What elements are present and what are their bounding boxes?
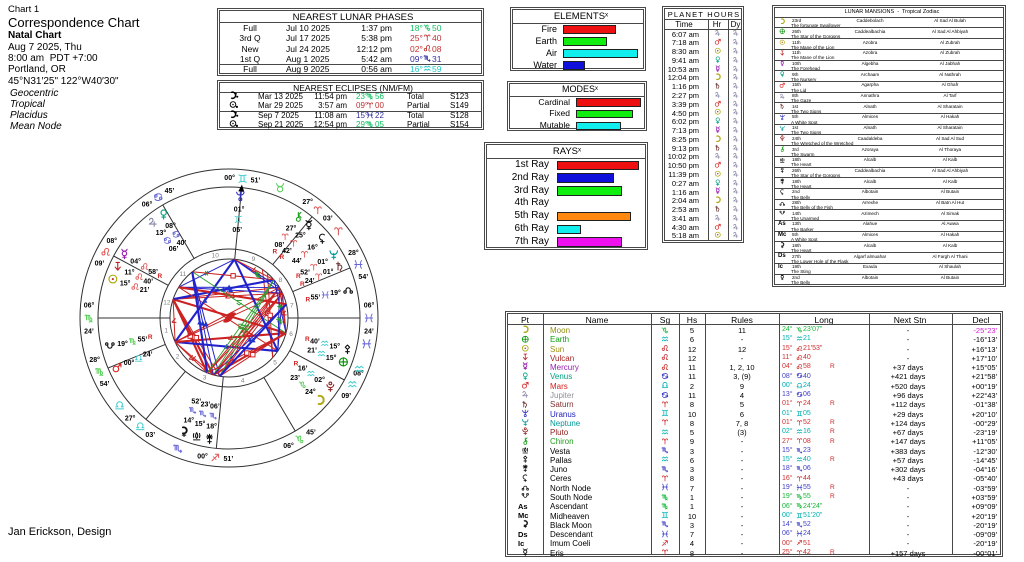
svg-text:03’: 03’ (323, 216, 333, 223)
svg-text:R: R (300, 281, 305, 288)
svg-text:7: 7 (290, 303, 294, 310)
svg-text:15°: 15° (330, 343, 341, 351)
svg-text:10: 10 (212, 253, 220, 260)
svg-text:11°: 11° (124, 269, 134, 277)
svg-text:R: R (158, 273, 163, 280)
svg-text:3: 3 (203, 374, 207, 381)
svg-text:06’: 06’ (169, 246, 179, 253)
svg-text:4: 4 (241, 378, 245, 385)
svg-text:42’: 42’ (282, 248, 292, 255)
svg-text:15°: 15° (120, 280, 131, 288)
svg-text:27°: 27° (286, 224, 297, 232)
svg-text:11: 11 (180, 271, 187, 278)
svg-text:08°: 08° (165, 222, 176, 230)
svg-text:03’: 03’ (145, 432, 155, 439)
svg-text:18°: 18° (206, 423, 217, 431)
svg-text:14°: 14° (184, 416, 195, 424)
svg-text:5: 5 (273, 360, 277, 367)
svg-text:06’: 06’ (210, 403, 220, 410)
svg-text:09’: 09’ (341, 393, 351, 400)
svg-text:15°: 15° (195, 420, 206, 428)
svg-text:27°: 27° (125, 415, 136, 423)
svg-text:16°: 16° (307, 244, 318, 252)
svg-text:54’: 54’ (358, 274, 368, 281)
svg-text:06°: 06° (142, 200, 153, 208)
svg-text:24’: 24’ (143, 352, 153, 359)
svg-text:52’: 52’ (300, 269, 310, 276)
svg-text:40’: 40’ (143, 278, 153, 285)
svg-text:R: R (273, 248, 278, 255)
svg-text:40’: 40’ (177, 240, 187, 247)
svg-text:08°: 08° (353, 369, 364, 377)
svg-text:24’: 24’ (305, 278, 315, 285)
svg-text:01°: 01° (323, 268, 334, 276)
svg-text:55’: 55’ (138, 336, 148, 343)
svg-text:24°: 24° (305, 388, 316, 396)
svg-text:21’: 21’ (140, 287, 150, 294)
svg-text:R: R (305, 336, 310, 343)
svg-text:45’: 45’ (306, 430, 316, 437)
svg-text:00°: 00° (224, 174, 235, 182)
svg-text:24’: 24’ (84, 329, 94, 336)
svg-text:R: R (296, 273, 301, 280)
svg-text:51’: 51’ (224, 456, 234, 463)
svg-text:19°: 19° (330, 289, 341, 297)
svg-text:02°: 02° (314, 376, 325, 384)
svg-text:16’: 16’ (298, 365, 308, 372)
svg-text:44’: 44’ (292, 258, 302, 265)
svg-text:58’: 58’ (148, 269, 158, 276)
svg-text:12: 12 (163, 300, 171, 307)
svg-text:06°: 06° (364, 302, 375, 310)
svg-text:04°: 04° (130, 257, 141, 265)
svg-text:09’: 09’ (95, 261, 105, 268)
svg-text:01°: 01° (234, 206, 245, 214)
svg-text:05’: 05’ (232, 227, 242, 234)
svg-text:13°: 13° (156, 229, 167, 237)
svg-text:9: 9 (252, 256, 256, 263)
svg-text:23’: 23’ (201, 401, 211, 408)
svg-text:06°: 06° (84, 302, 95, 310)
svg-text:54’: 54’ (100, 381, 110, 388)
svg-text:40’: 40’ (310, 338, 320, 345)
svg-text:R: R (279, 254, 284, 261)
svg-text:45’: 45’ (165, 188, 175, 195)
svg-text:19°: 19° (117, 340, 128, 348)
svg-text:08°: 08° (107, 237, 118, 245)
svg-text:51’: 51’ (251, 177, 261, 184)
svg-text:27°: 27° (302, 198, 313, 206)
svg-text:1: 1 (164, 328, 168, 335)
svg-text:6: 6 (289, 331, 293, 338)
svg-text:00°: 00° (124, 359, 135, 367)
svg-text:52’: 52’ (191, 398, 201, 405)
svg-text:8: 8 (279, 277, 283, 284)
svg-text:06°: 06° (283, 442, 294, 450)
svg-text:28°: 28° (348, 249, 359, 257)
svg-text:28°: 28° (89, 356, 100, 364)
svg-text:R: R (148, 334, 153, 341)
svg-text:08’: 08’ (275, 242, 285, 249)
svg-text:01°: 01° (317, 258, 328, 266)
svg-text:21’: 21’ (307, 348, 317, 355)
svg-text:55’: 55’ (311, 295, 321, 302)
svg-text:2: 2 (176, 353, 180, 360)
svg-text:23’: 23’ (290, 375, 300, 382)
svg-text:15°: 15° (326, 354, 337, 362)
svg-text:R: R (294, 361, 299, 368)
svg-text:R: R (305, 296, 310, 303)
svg-text:00°: 00° (197, 453, 208, 461)
svg-text:24’: 24’ (364, 329, 374, 336)
svg-text:25°: 25° (295, 232, 306, 240)
